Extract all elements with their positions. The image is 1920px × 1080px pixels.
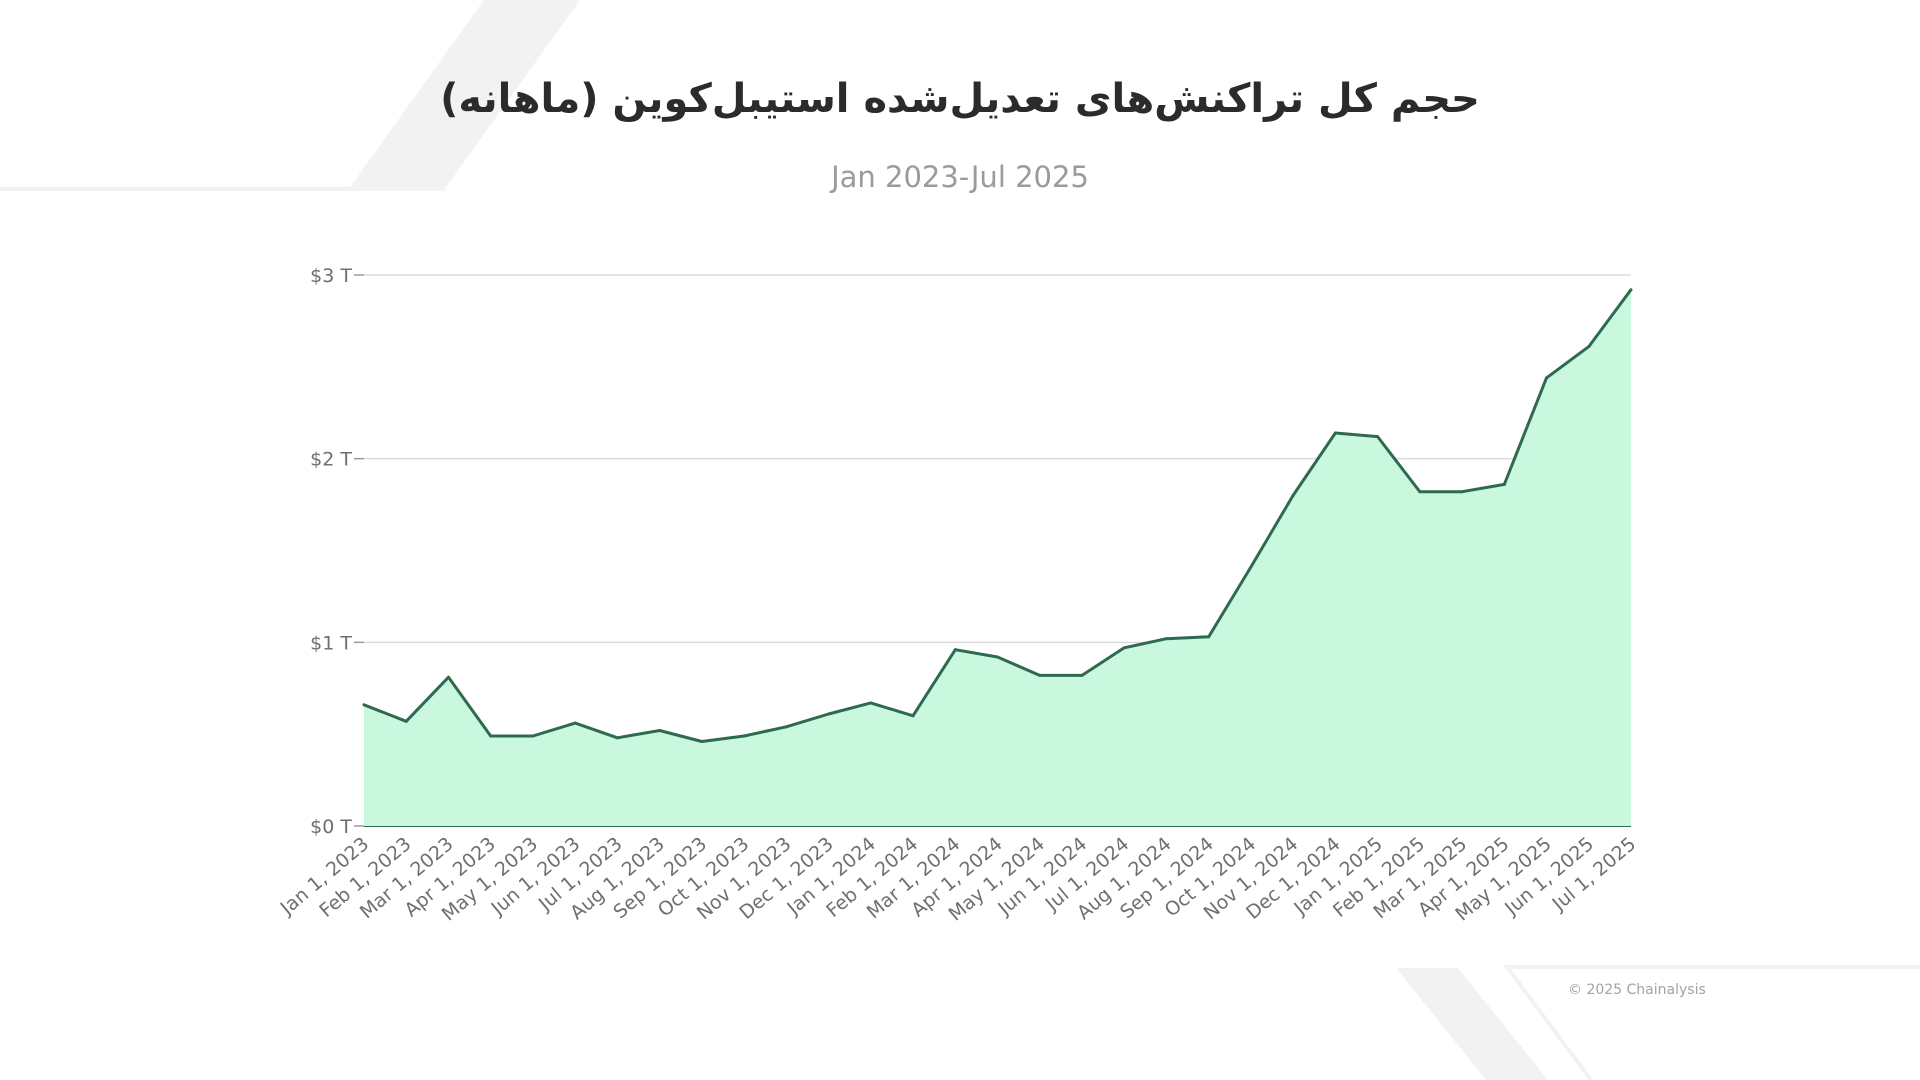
data-point: [446, 675, 450, 679]
data-point: [615, 736, 619, 740]
data-point: [742, 734, 746, 738]
data-point: [404, 719, 408, 723]
data-point: [489, 734, 493, 738]
data-point: [1038, 673, 1042, 677]
data-point: [362, 703, 366, 707]
y-tick-label: $2 T: [310, 449, 352, 471]
data-point: [869, 701, 873, 705]
data-point: [1502, 482, 1506, 486]
chart-title: حجم کل تراکنش‌های تعدیل‌شده استیبل‌کوین …: [440, 76, 1480, 122]
data-point: [996, 655, 999, 659]
chart-subtitle: Jan 2023-Jul 2025: [831, 160, 1089, 194]
data-point: [1164, 637, 1168, 641]
data-point: [1122, 646, 1126, 650]
data-point: [658, 728, 662, 732]
data-point: [1629, 288, 1633, 292]
data-point: [1460, 490, 1464, 494]
data-point: [1418, 490, 1422, 494]
data-point: [1333, 431, 1337, 435]
copyright-text: © 2025 Chainalysis: [1568, 982, 1706, 998]
series-area: [364, 289, 1631, 826]
data-point: [1291, 493, 1295, 497]
y-tick-label: $1 T: [310, 632, 352, 654]
data-point: [1376, 435, 1380, 439]
data-point: [953, 648, 957, 652]
y-tick-label: $3 T: [310, 265, 352, 287]
data-point: [827, 712, 831, 716]
data-point: [1587, 345, 1591, 349]
data-point: [1207, 635, 1211, 639]
data-point: [1249, 565, 1253, 569]
data-point: [531, 734, 535, 738]
data-point: [700, 740, 704, 744]
data-point: [1545, 376, 1549, 380]
data-point: [1080, 673, 1084, 677]
y-tick-label: $0 T: [310, 816, 352, 838]
data-point: [911, 714, 915, 718]
data-point: [784, 725, 788, 729]
data-point: [573, 721, 577, 725]
